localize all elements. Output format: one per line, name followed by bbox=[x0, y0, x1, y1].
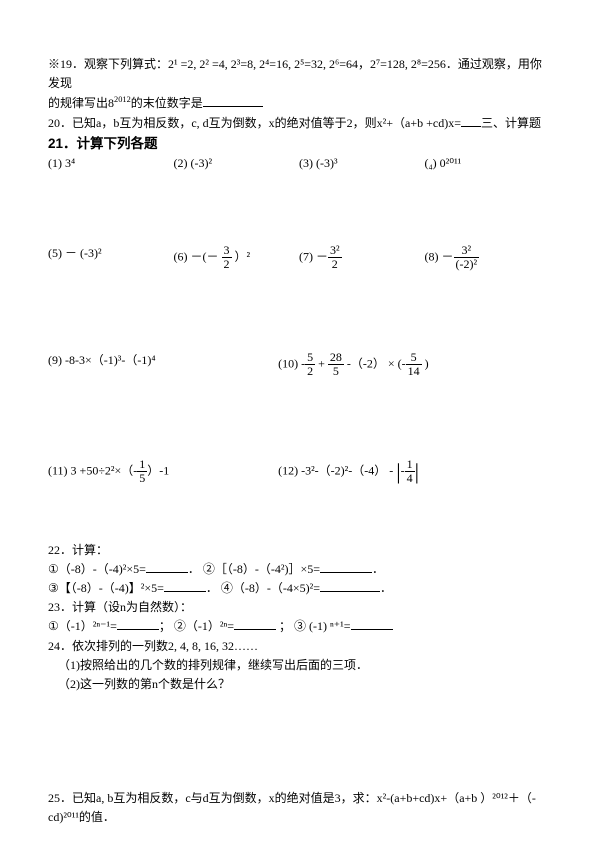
q22-1b: ②［（-8）-（-4²)］×5= bbox=[200, 562, 320, 576]
q21-10-mid2: -（-2） × (- bbox=[344, 356, 406, 370]
q21-11-num: 1 bbox=[137, 458, 147, 472]
q21-title: 21．计算下列各题 bbox=[48, 133, 550, 155]
q21-7-den: 2 bbox=[328, 258, 342, 271]
q21-10-f3: 514 bbox=[406, 351, 422, 378]
q22-blank2 bbox=[320, 572, 372, 573]
q21-12-frac: 14 bbox=[405, 458, 415, 485]
q24-s1: （1)按照给出的几个数的排列规律，继续写出后面的三项． bbox=[48, 656, 550, 675]
q23-a-p: ； bbox=[159, 619, 171, 633]
q21-8-pre: (8) － bbox=[425, 249, 454, 263]
q21-6-pre: (6) －(－ bbox=[174, 249, 222, 263]
q21-10: (10) -52 + 285 -（-2） × (-514 ) bbox=[278, 351, 550, 378]
q23-b-p: ； bbox=[276, 619, 291, 633]
q22-blank1 bbox=[146, 572, 188, 573]
abs-right-icon: | bbox=[415, 461, 419, 483]
q21-10-f2n: 28 bbox=[328, 351, 344, 365]
q22-1a: ①（-8）-（-4)²×5= bbox=[48, 562, 146, 576]
q23-blank1 bbox=[117, 629, 159, 630]
q22-title: 22．计算： bbox=[48, 541, 550, 560]
q21-6-den: 2 bbox=[222, 258, 232, 271]
q23-c: ③ (-1) ⁿ⁺¹= bbox=[291, 619, 350, 633]
q22-2a-p: ． bbox=[206, 581, 218, 595]
q21-10-f3d: 14 bbox=[406, 365, 422, 378]
q21-11-frac: 15 bbox=[137, 458, 147, 485]
q21-10-f2: 285 bbox=[328, 351, 344, 378]
q21-7: (7) －3²2 bbox=[299, 244, 425, 271]
q21-row1: (1) 3⁴ (2) (-3)² (3) (-3)³ (₄) 0²⁰¹¹ bbox=[48, 154, 550, 173]
q21-10-f3n: 5 bbox=[406, 351, 422, 365]
q21-10-f1d: 2 bbox=[305, 365, 315, 378]
q21-12-num: 1 bbox=[405, 458, 415, 472]
q22-2a: ③【（-8）-（-4)】²×5= bbox=[48, 581, 164, 595]
q21-7-frac: 3²2 bbox=[328, 244, 342, 271]
q21-8: (8) －3²(-2)² bbox=[425, 244, 551, 271]
q19-l2b: 的末位数字是 bbox=[131, 96, 203, 110]
q19-blank bbox=[203, 106, 263, 107]
q21-2: (2) (-3)² bbox=[174, 154, 300, 173]
q21-8-num: 3² bbox=[454, 244, 480, 258]
q21-8-den: (-2)² bbox=[454, 258, 480, 271]
q20-blank bbox=[461, 126, 481, 127]
q24-s2: （2)这一列数的第n个数是什么？ bbox=[48, 675, 550, 694]
q21-6-num: 3 bbox=[222, 244, 232, 258]
q23-a: ①（-1）²ⁿ⁻¹= bbox=[48, 619, 117, 633]
q25-text: 25．已知a, b互为相反数，c与d互为倒数，x的绝对值是3，求：x²-(a+b… bbox=[48, 789, 550, 827]
q23-line: ①（-1）²ⁿ⁻¹= ； ②（-1）²ⁿ= ； ③ (-1) ⁿ⁺¹= bbox=[48, 617, 550, 636]
q22-2b: ④（-8）-（-4×5)²= bbox=[218, 581, 320, 595]
q22-1a-p: ． bbox=[188, 562, 200, 576]
q23-blank2 bbox=[234, 629, 276, 630]
q21-1: (1) 3⁴ bbox=[48, 154, 174, 173]
q21-4: (₄) 0²⁰¹¹ bbox=[425, 154, 551, 173]
q21-7-pre: (7) － bbox=[299, 249, 328, 263]
q21-10-f1: 52 bbox=[305, 351, 315, 378]
q23-blank3 bbox=[351, 629, 393, 630]
q19-l2a: 的规律写出8 bbox=[48, 96, 114, 110]
q21-row3: (9) -8-3×（-1)³-（-1)⁴ (10) -52 + 285 -（-2… bbox=[48, 351, 550, 378]
q21-6-frac: 32 bbox=[222, 244, 232, 271]
q19-exp: 2012 bbox=[114, 95, 131, 104]
q22-blank3 bbox=[164, 591, 206, 592]
q22-line1: ①（-8）-（-4)²×5=． ②［（-8）-（-4²)］×5=． bbox=[48, 560, 550, 579]
q21-3: (3) (-3)³ bbox=[299, 154, 425, 173]
q21-10-mid: + bbox=[315, 356, 328, 370]
q21-11-den: 5 bbox=[137, 472, 147, 485]
q22-1b-p: ． bbox=[372, 562, 384, 576]
q19-prefix: ※19．观察下列算式：2 bbox=[48, 57, 174, 71]
q22-blank4 bbox=[320, 591, 380, 592]
q19-line2: 的规律写出82012的末位数字是 bbox=[48, 93, 550, 113]
q21-12-den: 4 bbox=[405, 472, 415, 485]
q23-b: ②（-1）²ⁿ= bbox=[171, 619, 234, 633]
q21-10-f1n: 5 bbox=[305, 351, 315, 365]
q21-10-post: ) bbox=[422, 356, 429, 370]
q21-6: (6) －(－ 32 ）² bbox=[174, 244, 300, 271]
q20-line: 20．已知a，b互为相反数，c, d互为倒数，x的绝对值等于2，则x²+（a+b… bbox=[48, 114, 550, 133]
q20-text-b: 三、计算题 bbox=[481, 116, 541, 130]
q21-row4: (11) 3 +50÷2²×（-15）-1 (12) -3²-（-2)²-（-4… bbox=[48, 458, 550, 485]
q21-11-pre: (11) 3 +50÷2²×（- bbox=[48, 464, 137, 478]
q21-6-post: ）² bbox=[232, 249, 251, 263]
q21-11-post: ）-1 bbox=[147, 464, 169, 478]
q23-title: 23．计算（设n为自然数）： bbox=[48, 598, 550, 617]
q19-line1: ※19．观察下列算式：2¹ =2, 2² =4, 2³=8, 2⁴=16, 2⁵… bbox=[48, 55, 550, 93]
q21-10-pre: (10) - bbox=[278, 356, 305, 370]
q24-title: 24．依次排列的一列数2, 4, 8, 16, 32…… bbox=[48, 637, 550, 656]
q21-row2: (5) － (-3)² (6) －(－ 32 ）² (7) －3²2 (8) －… bbox=[48, 244, 550, 271]
q21-12: (12) -3²-（-2)²-（-4） - |-14| bbox=[278, 458, 550, 485]
q21-5: (5) － (-3)² bbox=[48, 244, 174, 271]
q21-8-frac: 3²(-2)² bbox=[454, 244, 480, 271]
q21-12-pre: (12) -3²-（-2)²-（-4） - bbox=[278, 464, 396, 478]
q22-line2: ③【（-8）-（-4)】²×5=． ④（-8）-（-4×5)²=． bbox=[48, 579, 550, 598]
q21-10-f2d: 5 bbox=[328, 365, 344, 378]
q21-9: (9) -8-3×（-1)³-（-1)⁴ bbox=[48, 351, 278, 378]
q20-text-a: 20．已知a，b互为相反数，c, d互为倒数，x的绝对值等于2，则x²+（a+b… bbox=[48, 116, 461, 130]
q22-2b-p: ． bbox=[380, 581, 392, 595]
q21-7-num: 3² bbox=[328, 244, 342, 258]
q21-11: (11) 3 +50÷2²×（-15）-1 bbox=[48, 458, 278, 485]
